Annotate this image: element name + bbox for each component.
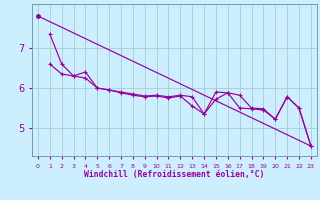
X-axis label: Windchill (Refroidissement éolien,°C): Windchill (Refroidissement éolien,°C)	[84, 170, 265, 179]
